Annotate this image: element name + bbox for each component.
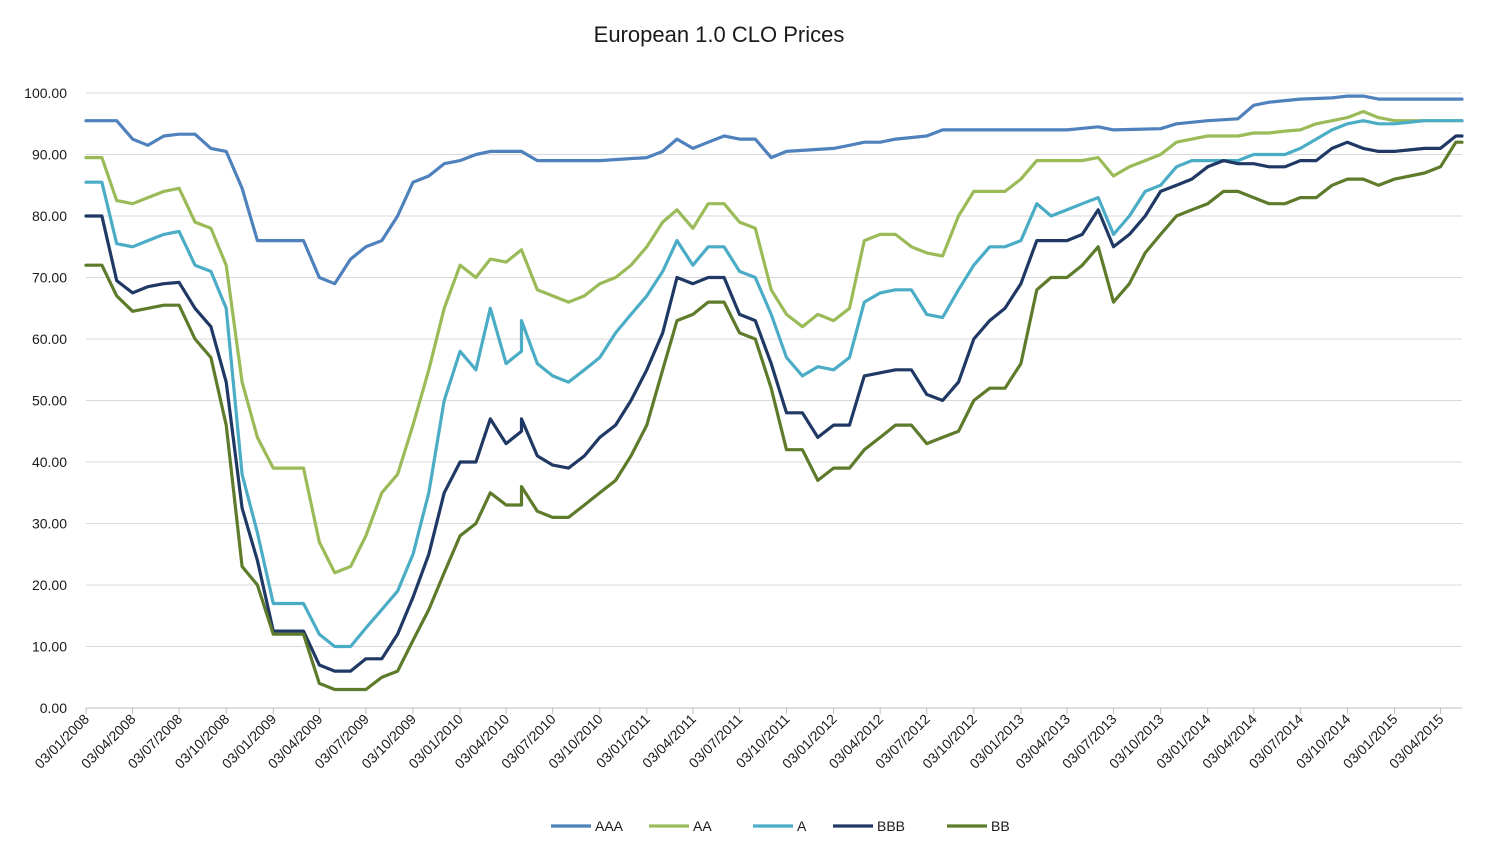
series-line-aaa [84, 94, 1464, 286]
y-tick-label: 40.00 [32, 454, 67, 470]
y-tick-label: 0.00 [40, 700, 67, 716]
legend-label: AAA [595, 818, 624, 834]
y-tick-label: 70.00 [32, 270, 67, 286]
x-axis: 03/01/200803/04/200803/07/200803/10/2008… [31, 708, 1447, 772]
legend-label: A [797, 818, 807, 834]
legend-label: BBB [877, 818, 905, 834]
legend-item-aa: AA [649, 818, 712, 834]
y-tick-label: 50.00 [32, 393, 67, 409]
series-line-bb [84, 140, 1464, 692]
y-tick-label: 10.00 [32, 639, 67, 655]
legend-item-bb: BB [947, 818, 1010, 834]
legend-item-aaa: AAA [551, 818, 624, 834]
y-tick-label: 90.00 [32, 147, 67, 163]
y-axis: 0.00 10.00 20.00 30.00 40.00 50.00 60.00 70.00 8… [24, 85, 67, 716]
legend: AAA AA A BBB BB [551, 818, 1010, 834]
y-tick-label: 20.00 [32, 577, 67, 593]
y-tick-label: 60.00 [32, 331, 67, 347]
chart-title: European 1.0 CLO Prices [594, 22, 845, 47]
legend-label: AA [693, 818, 712, 834]
series-line-bbb [84, 134, 1464, 673]
y-tick-label: 80.00 [32, 208, 67, 224]
y-tick-label: 100.00 [24, 85, 67, 101]
series-line-a [84, 119, 1464, 649]
legend-label: BB [991, 818, 1010, 834]
y-tick-label: 30.00 [32, 516, 67, 532]
legend-item-a: A [753, 818, 807, 834]
legend-item-bbb: BBB [833, 818, 905, 834]
series-lines [84, 94, 1464, 692]
series-line-aa [84, 109, 1464, 575]
